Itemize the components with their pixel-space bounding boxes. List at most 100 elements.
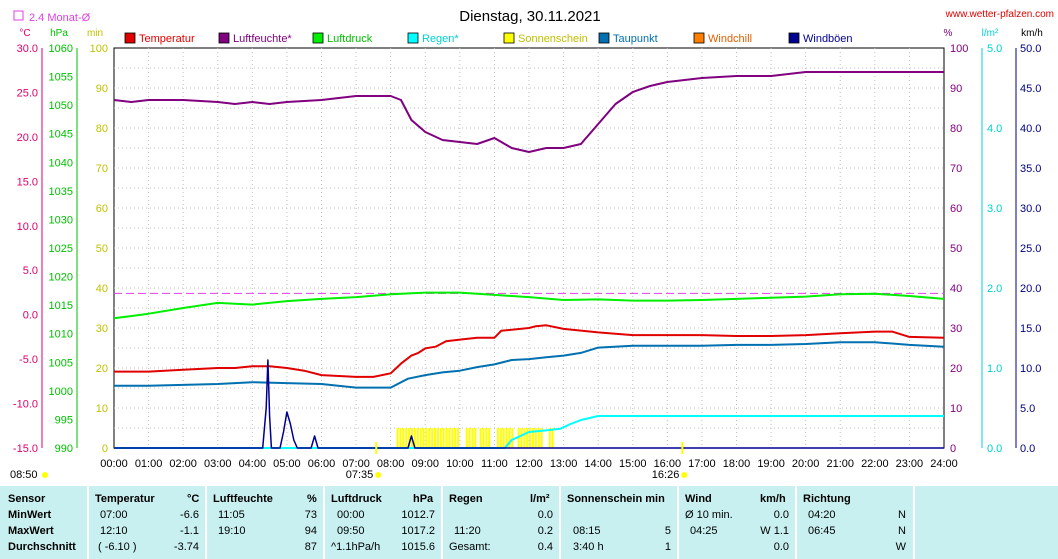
axis-tick-temperature: 15.0	[17, 176, 38, 188]
axis-tick-wind: 40.0	[1020, 123, 1041, 135]
x-tick-label: 07:00	[342, 458, 370, 470]
header-hum: Luftfeuchte	[213, 493, 273, 505]
axis-tick-minutes: 50	[96, 243, 108, 255]
legend-label: Sonnenschein	[518, 33, 588, 45]
x-tick-label: 05:00	[273, 458, 301, 470]
series-line-windben	[114, 359, 944, 449]
header-press: Luftdruck	[331, 493, 382, 505]
axis-tick-minutes: 80	[96, 123, 108, 135]
header-temp-unit: °C	[187, 493, 200, 505]
unit-label-right: km/h	[1021, 28, 1043, 39]
axis-tick-pressure: 1050	[49, 100, 73, 112]
x-tick-label: 22:00	[861, 458, 889, 470]
table-row-max: MaxWert 12:10 -1.1 19:10 94 09:50 1017.2…	[8, 525, 906, 537]
header-sensor: Sensor	[8, 493, 46, 505]
axis-tick-rain: 1.0	[987, 363, 1002, 375]
axis-tick-pressure: 1045	[49, 129, 73, 141]
axis-tick-minutes: 90	[96, 83, 108, 95]
sun-dot-icon	[681, 472, 688, 478]
table-row-min: MinWert 07:00 -6.6 11:05 73 00:00 1012.7…	[8, 509, 906, 521]
axis-tick-rain: 5.0	[987, 43, 1002, 55]
axis-tick-minutes: 0	[102, 443, 108, 455]
axis-tick-pressure: 1000	[49, 386, 73, 398]
legend-label: Taupunkt	[613, 33, 658, 45]
unit-label-left: °C	[19, 28, 30, 39]
legend-swatch	[598, 32, 610, 44]
x-tick-label: 17:00	[688, 458, 716, 470]
axis-tick-humidity: 0	[950, 443, 956, 455]
series-line-regen	[114, 415, 944, 449]
chart-title: Dienstag, 30.11.2021	[459, 8, 601, 25]
axis-tick-wind: 5.0	[1020, 403, 1035, 415]
x-tick-label: 20:00	[792, 458, 820, 470]
axis-tick-wind: 35.0	[1020, 163, 1041, 175]
axis-tick-wind: 45.0	[1020, 83, 1041, 95]
site-link[interactable]: www.wetter-pfalzen.com	[945, 9, 1054, 20]
axis-tick-humidity: 40	[950, 283, 962, 295]
series-line-luftdruck	[113, 291, 945, 320]
x-tick-label: 19:00	[757, 458, 785, 470]
series-line-luftfeuchte	[113, 71, 944, 153]
axis-tick-temperature: 20.0	[17, 132, 38, 144]
axis-tick-wind: 30.0	[1020, 203, 1041, 215]
x-tick-label: 23:00	[896, 458, 924, 470]
axis-tick-temperature: -15.0	[13, 443, 38, 455]
axis-tick-humidity: 50	[950, 243, 962, 255]
legend-label: Regen*	[422, 33, 459, 45]
x-tick-label: 15:00	[619, 458, 647, 470]
unit-label-left: hPa	[50, 28, 68, 39]
axis-tick-wind: 15.0	[1020, 323, 1041, 335]
legend-swatch	[503, 32, 515, 44]
axis-tick-temperature: 5.0	[23, 265, 38, 277]
axis-tick-rain: 2.0	[987, 283, 1002, 295]
axis-tick-humidity: 60	[950, 203, 962, 215]
axis-tick-wind: 25.0	[1020, 243, 1041, 255]
axis-tick-rain: 0.0	[987, 443, 1002, 455]
axis-tick-humidity: 100	[950, 43, 968, 55]
axis-tick-minutes: 10	[96, 403, 108, 415]
sun-time-label: 07:35	[346, 469, 374, 481]
legend-swatch	[788, 32, 800, 44]
x-tick-label: 01:00	[135, 458, 163, 470]
axis-tick-temperature: 10.0	[17, 221, 38, 233]
axis-tick-pressure: 990	[55, 443, 73, 455]
axis-tick-temperature: 25.0	[17, 87, 38, 99]
axis-tick-temperature: 0.0	[23, 310, 38, 322]
day-length-label: 08:50	[10, 469, 38, 481]
x-tick-label: 02:00	[169, 458, 197, 470]
axis-tick-rain: 4.0	[987, 123, 1002, 135]
stats-table: Sensor Temperatur °C Luftfeuchte % Luftd…	[0, 486, 1058, 559]
header-wind: Wind	[685, 493, 712, 505]
axis-tick-minutes: 30	[96, 323, 108, 335]
series-line-temperatur	[114, 324, 945, 378]
axis-tick-humidity: 70	[950, 163, 962, 175]
x-tick-label: 13:00	[550, 458, 578, 470]
axis-tick-humidity: 10	[950, 403, 962, 415]
x-tick-label: 04:00	[239, 458, 267, 470]
legend-label: Temperatur	[139, 33, 195, 45]
legend-label: Luftfeuchte*	[233, 33, 292, 45]
x-tick-label: 24:00	[930, 458, 958, 470]
axis-tick-minutes: 60	[96, 203, 108, 215]
axis-tick-humidity: 30	[950, 323, 962, 335]
axis-tick-wind: 50.0	[1020, 43, 1041, 55]
unit-label-right: %	[944, 28, 953, 39]
legend-swatch	[124, 32, 136, 44]
axis-tick-minutes: 100	[90, 43, 108, 55]
legend-label: Windböen	[803, 33, 853, 45]
axis-tick-pressure: 1040	[49, 157, 73, 169]
axis-tick-pressure: 1030	[49, 214, 73, 226]
x-tick-label: 03:00	[204, 458, 232, 470]
axis-tick-humidity: 20	[950, 363, 962, 375]
x-tick-label: 21:00	[826, 458, 854, 470]
axis-tick-temperature: -10.0	[13, 399, 38, 411]
legend-swatch	[218, 32, 230, 44]
x-tick-label: 12:00	[515, 458, 543, 470]
table-header-row: Sensor Temperatur °C Luftfeuchte % Luftd…	[0, 493, 1058, 508]
axis-tick-pressure: 1010	[49, 329, 73, 341]
axis-tick-minutes: 40	[96, 283, 108, 295]
axis-tick-minutes: 70	[96, 163, 108, 175]
legend-swatch	[312, 32, 324, 44]
axis-tick-pressure: 1035	[49, 186, 73, 198]
axis-tick-temperature: -5.0	[19, 354, 38, 366]
